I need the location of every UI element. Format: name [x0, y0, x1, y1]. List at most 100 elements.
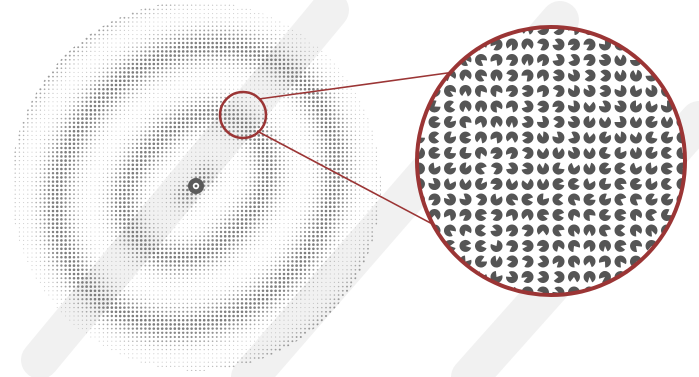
disc-dot [64, 214, 67, 217]
disc-dot [149, 97, 151, 99]
disc-dot [144, 243, 147, 246]
disc-dot [211, 243, 214, 246]
disc-dot [85, 272, 88, 276]
disc-dot [262, 269, 264, 271]
disc-dot [262, 88, 264, 90]
disc-dot [165, 243, 168, 246]
disc-dot [174, 92, 176, 94]
disc-dot [119, 58, 122, 61]
disc-dot [119, 155, 122, 158]
disc-dot [198, 171, 202, 175]
disc-dot [127, 256, 130, 259]
disc-dot [39, 134, 41, 136]
disc-dot [220, 67, 222, 69]
disc-dot [300, 185, 302, 187]
disc-dot [291, 46, 294, 48]
disc-dot [312, 205, 315, 208]
disc-dot [136, 273, 138, 275]
disc-dot [81, 197, 84, 200]
disc-dot [249, 155, 252, 158]
disc-dot [215, 104, 218, 108]
disc-dot [14, 185, 16, 187]
disc-dot [102, 38, 105, 40]
disc-dot [249, 33, 252, 36]
disc-dot [90, 243, 92, 246]
disc-dot [333, 104, 336, 108]
disc-dot [236, 130, 239, 133]
disc-dot [81, 268, 84, 272]
disc-dot [324, 184, 328, 187]
disc-dot [77, 104, 80, 108]
disc-dot [39, 126, 41, 128]
disc-dot [170, 84, 172, 86]
disc-dot [367, 202, 369, 204]
disc-dot [291, 164, 294, 166]
disc-dot [106, 227, 109, 229]
disc-dot [114, 193, 118, 196]
disc-dot [304, 46, 306, 48]
disc-dot [98, 79, 101, 82]
disc-dot [354, 151, 357, 154]
disc-dot [228, 164, 230, 166]
disc-dot [35, 269, 37, 271]
disc-dot [123, 75, 126, 78]
disc-dot [241, 155, 243, 158]
disc-dot [342, 248, 344, 250]
disc-dot [240, 33, 244, 36]
disc-dot [316, 63, 319, 65]
disc-dot [181, 50, 185, 53]
disc-dot [148, 42, 151, 44]
disc-dot [358, 168, 361, 170]
disc-dot [304, 193, 306, 195]
disc-dot [320, 155, 323, 158]
disc-dot [123, 29, 125, 31]
disc-dot [51, 222, 55, 225]
disc-dot [191, 88, 193, 90]
disc-dot [186, 121, 189, 125]
disc-dot [249, 269, 251, 271]
disc-dot [127, 163, 130, 167]
disc-dot [215, 37, 219, 41]
disc-dot [346, 105, 348, 107]
disc-dot [257, 125, 261, 129]
disc-dot [73, 84, 75, 86]
disc-dot [194, 50, 198, 53]
disc-dot [228, 50, 231, 53]
disc-dot [367, 139, 369, 141]
disc-dot [55, 209, 59, 213]
disc-dot [55, 171, 59, 175]
disc-dot [350, 231, 352, 233]
disc-dot [123, 264, 126, 267]
disc-dot [219, 100, 223, 103]
disc-dot [324, 146, 328, 150]
disc-dot [190, 210, 193, 212]
disc-dot [236, 142, 239, 145]
disc-dot [186, 13, 188, 15]
disc-dot [81, 193, 84, 195]
disc-dot [241, 180, 243, 183]
disc-dot [261, 129, 265, 133]
disc-dot [320, 256, 323, 259]
disc-dot [350, 260, 352, 263]
disc-dot [262, 117, 264, 120]
disc-dot [283, 197, 285, 200]
disc-dot [14, 193, 16, 195]
disc-dot [375, 189, 378, 191]
disc-dot [173, 151, 176, 154]
disc-dot [266, 46, 269, 49]
disc-dot [262, 109, 264, 111]
disc-dot [333, 150, 336, 154]
disc-dot [107, 155, 109, 157]
disc-dot [86, 218, 88, 220]
disc-dot [132, 29, 134, 31]
disc-dot [367, 134, 369, 136]
disc-dot [161, 25, 163, 27]
disc-dot [35, 197, 38, 200]
disc-dot [186, 180, 189, 183]
disc-dot [257, 62, 260, 66]
disc-dot [341, 214, 344, 217]
disc-dot [173, 41, 176, 45]
disc-dot [64, 218, 67, 221]
disc-dot [367, 243, 369, 246]
disc-dot [51, 155, 55, 158]
